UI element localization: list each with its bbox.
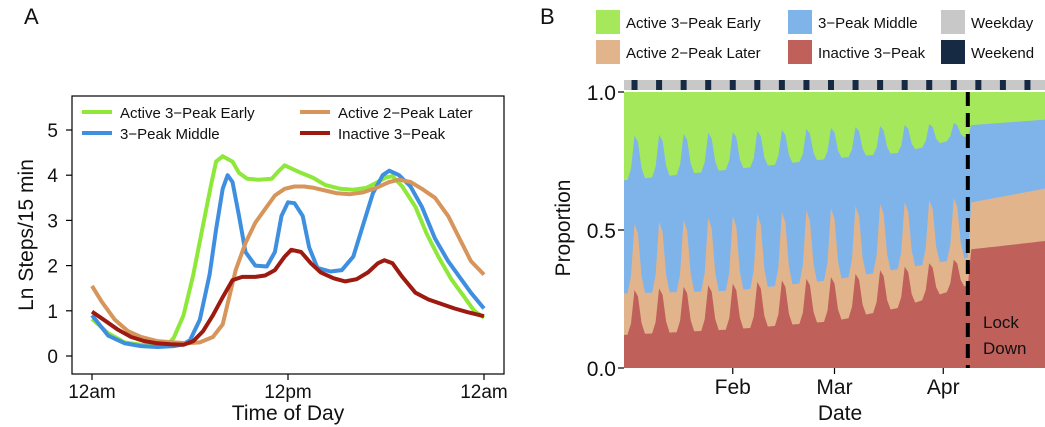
panel-b-axes: 0.0 0.5 1.0 Feb Mar Apr xyxy=(587,82,960,399)
weekend-mark xyxy=(754,80,761,90)
panel-b-areas-group xyxy=(624,119,1045,368)
y-tick-label-a-0: 0 xyxy=(47,347,58,368)
weekend-mark xyxy=(975,80,982,90)
weekend-mark xyxy=(631,80,638,90)
panel-a-series-group xyxy=(90,154,486,349)
y-tick-label-a-5: 5 xyxy=(47,121,58,142)
y-tick-label-b-1: 0.5 xyxy=(587,220,616,243)
weekend-mark xyxy=(656,80,663,90)
legend-b-label-inactive3: Inactive 3−Peak xyxy=(818,45,926,62)
panel-b-y-axis-title: Proportion xyxy=(552,180,575,277)
legend-b-swatch-active2later xyxy=(596,40,620,64)
panel-b-area-chart: 0.0 0.5 1.0 Feb Mar Apr Lock Down Date Propor… xyxy=(552,80,1045,425)
series-line-active-3-peak-early xyxy=(90,154,486,349)
legend-a-label-inactive3: Inactive 3−Peak xyxy=(338,126,446,143)
weekday-band-bg xyxy=(624,80,1045,90)
weekend-mark xyxy=(680,80,687,90)
panel-a-line-chart: 0 1 2 3 4 5 12am 12pm 12am Active 3−Peak Early 3… xyxy=(15,95,508,425)
weekend-mark xyxy=(778,80,785,90)
weekend-mark xyxy=(729,80,736,90)
y-tick-label-a-1: 1 xyxy=(47,302,58,323)
y-tick-label-b-0: 0.0 xyxy=(587,358,616,381)
legend-b-label-weekday: Weekday xyxy=(971,15,1034,32)
series-line-active-2-peak-later xyxy=(90,177,486,346)
weekend-mark xyxy=(950,80,957,90)
legend-b-swatch-active3early xyxy=(596,10,620,34)
y-tick-label-a-3: 3 xyxy=(47,211,58,232)
x-tick-label-b-1: Mar xyxy=(816,376,852,399)
legend-b-swatch-inactive3 xyxy=(788,40,812,64)
weekend-mark xyxy=(852,80,859,90)
weekend-mark xyxy=(901,80,908,90)
panel-a-x-axis-title: Time of Day xyxy=(232,402,345,425)
legend-b-label-active3early: Active 3−Peak Early xyxy=(626,15,761,32)
y-tick-label-a-2: 2 xyxy=(47,257,58,278)
x-tick-label-a-1: 12pm xyxy=(264,382,312,403)
area-inactive-3-peak xyxy=(624,241,1045,368)
panel-a-y-axis-title: Ln Steps/15 min xyxy=(15,159,38,311)
weekend-mark xyxy=(999,80,1006,90)
legend-b-label-3peakmiddle: 3−Peak Middle xyxy=(818,15,918,32)
legend-b-swatch-3peakmiddle xyxy=(788,10,812,34)
weekend-mark xyxy=(705,80,712,90)
panel-a-legend: Active 3−Peak Early 3−Peak Middle Active… xyxy=(82,105,473,143)
weekend-mark xyxy=(1024,80,1031,90)
panel-a-axes: 0 1 2 3 4 5 12am 12pm 12am xyxy=(47,121,507,403)
panel-label-a: A xyxy=(24,4,39,29)
y-tick-label-a-4: 4 xyxy=(47,166,58,187)
weekend-mark xyxy=(803,80,810,90)
legend-b-swatch-weekend xyxy=(941,40,965,64)
x-tick-label-b-2: Apr xyxy=(927,376,960,399)
lockdown-label-line1: Lock xyxy=(983,313,1019,332)
y-tick-label-b-2: 1.0 xyxy=(587,82,616,105)
panel-b-legend: Active 3−Peak Early Active 2−Peak Later … xyxy=(596,10,1034,64)
panel-b-x-axis-title: Date xyxy=(818,402,862,425)
x-tick-label-a-0: 12am xyxy=(68,382,116,403)
lockdown-label-line2: Down xyxy=(983,339,1026,358)
panel-label-b: B xyxy=(540,4,555,29)
weekend-mark xyxy=(827,80,834,90)
weekend-mark xyxy=(877,80,884,90)
x-tick-label-a-2: 12am xyxy=(460,382,508,403)
series-line-inactive-3-peak xyxy=(90,247,485,347)
legend-b-swatch-weekday xyxy=(941,10,965,34)
legend-a-label-3peakmiddle: 3−Peak Middle xyxy=(120,126,220,143)
series-line-3-peak-middle xyxy=(90,168,486,349)
x-tick-label-b-0: Feb xyxy=(715,376,751,399)
legend-a-label-active2later: Active 2−Peak Later xyxy=(338,105,473,122)
legend-a-label-active3early: Active 3−Peak Early xyxy=(120,105,255,122)
legend-b-label-weekend: Weekend xyxy=(971,45,1034,62)
legend-b-label-active2later: Active 2−Peak Later xyxy=(626,45,761,62)
weekend-mark xyxy=(926,80,933,90)
panel-b-weekday-band xyxy=(624,80,1045,90)
